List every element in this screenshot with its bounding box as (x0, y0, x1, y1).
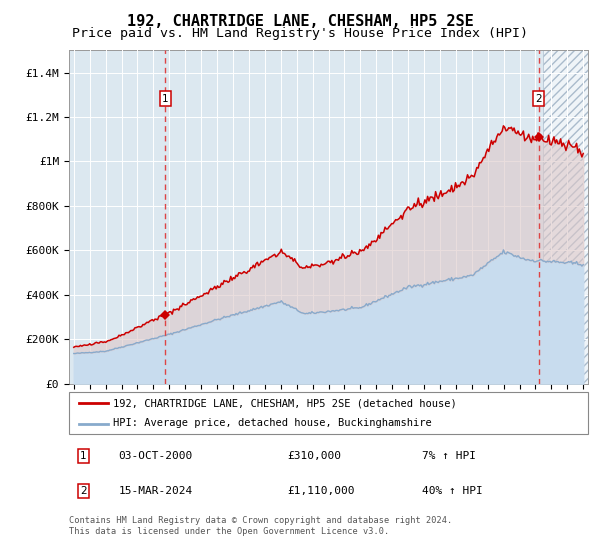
Text: HPI: Average price, detached house, Buckinghamshire: HPI: Average price, detached house, Buck… (113, 418, 432, 428)
Text: Contains HM Land Registry data © Crown copyright and database right 2024.
This d: Contains HM Land Registry data © Crown c… (69, 516, 452, 536)
Text: 7% ↑ HPI: 7% ↑ HPI (422, 451, 476, 461)
Text: 1: 1 (162, 94, 169, 104)
Bar (544, 50, 599, 384)
Text: 2: 2 (80, 486, 87, 496)
Text: £1,110,000: £1,110,000 (287, 486, 355, 496)
Text: 1: 1 (80, 451, 87, 461)
Bar (544, 50, 599, 384)
Text: 192, CHARTRIDGE LANE, CHESHAM, HP5 2SE (detached house): 192, CHARTRIDGE LANE, CHESHAM, HP5 2SE (… (113, 398, 457, 408)
Text: 40% ↑ HPI: 40% ↑ HPI (422, 486, 482, 496)
Text: £310,000: £310,000 (287, 451, 341, 461)
Text: 03-OCT-2000: 03-OCT-2000 (118, 451, 193, 461)
Text: 192, CHARTRIDGE LANE, CHESHAM, HP5 2SE: 192, CHARTRIDGE LANE, CHESHAM, HP5 2SE (127, 14, 473, 29)
Text: 2: 2 (535, 94, 542, 104)
Text: 15-MAR-2024: 15-MAR-2024 (118, 486, 193, 496)
Text: Price paid vs. HM Land Registry's House Price Index (HPI): Price paid vs. HM Land Registry's House … (72, 27, 528, 40)
